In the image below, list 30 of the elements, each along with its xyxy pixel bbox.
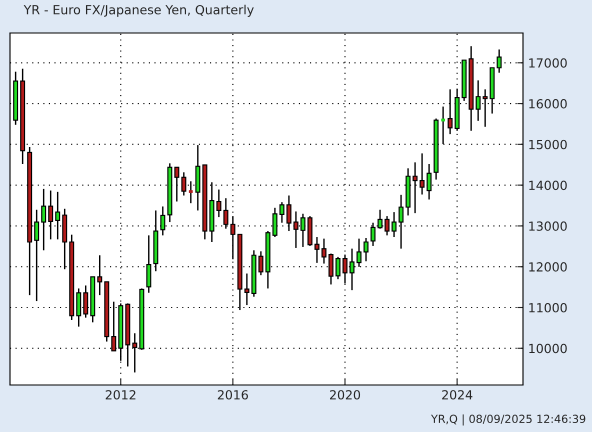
- candlestick: [364, 237, 368, 262]
- y-tick-label: 14000: [529, 180, 567, 190]
- candlestick: [230, 215, 236, 260]
- candlestick: [314, 236, 320, 264]
- candlestick: [244, 272, 250, 306]
- y-tick-label: 11000: [529, 302, 567, 312]
- candlestick: [336, 256, 340, 280]
- candlestick: [392, 211, 397, 238]
- candlestick: [216, 188, 222, 218]
- y-tick-label: 12000: [529, 262, 567, 272]
- text: YR,Q | 08/09/2025 12:46:39: [430, 414, 586, 426]
- candlestick: [146, 234, 152, 294]
- candlestick: [286, 194, 292, 232]
- candlestick: [420, 152, 425, 196]
- candlestick: [321, 238, 326, 264]
- chart-title: YR - Euro FX/Japanese Yen, Quarterly: [24, 4, 254, 17]
- y-tick-label: 17000: [529, 58, 567, 68]
- x-tick-label: 2012: [106, 390, 136, 400]
- y-tick-label: 10000: [529, 344, 567, 354]
- candlestick: [279, 201, 284, 224]
- x-tick-label: 2020: [330, 390, 360, 400]
- candlestick: [258, 250, 264, 276]
- x-tick-label: 2024: [442, 390, 472, 400]
- candlestick: [97, 254, 102, 296]
- y-tick-label: 16000: [529, 99, 567, 108]
- candlestick: [496, 48, 502, 74]
- candlestick: [41, 188, 46, 251]
- x-tick-label: 2016: [218, 390, 248, 400]
- y-tick-label: 13000: [529, 221, 567, 231]
- y-tick-label: 15000: [529, 140, 567, 150]
